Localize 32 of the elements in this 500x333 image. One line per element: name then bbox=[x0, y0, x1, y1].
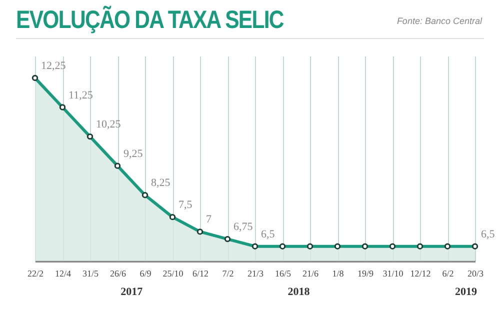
chart-title: EVOLUÇÃO DA TAXA SELIC bbox=[16, 6, 284, 35]
text: 2018 bbox=[288, 286, 310, 298]
x-tick-label: 21/3 bbox=[247, 268, 264, 278]
x-tick-label: 20/3 bbox=[467, 268, 484, 278]
x-tick-label: 16/5 bbox=[274, 268, 292, 278]
data-label: 12,25 bbox=[41, 60, 66, 72]
x-tick-label: 19/9 bbox=[357, 268, 374, 278]
x-tick-label: 12/12 bbox=[410, 268, 431, 278]
data-label: 11,25 bbox=[68, 89, 94, 102]
x-tick-label: 31/10 bbox=[382, 268, 404, 278]
text: 2019 bbox=[455, 286, 477, 298]
data-label: 6,5 bbox=[261, 228, 276, 240]
x-tick-label: 12/4 bbox=[54, 268, 72, 278]
x-tick-label: 21/6 bbox=[302, 268, 319, 278]
x-tick-label: 1/8 bbox=[332, 268, 344, 278]
data-label: 7,5 bbox=[178, 199, 193, 212]
x-tick-label: 7/2 bbox=[222, 268, 234, 278]
x-tick-label: 22/2 bbox=[27, 268, 44, 278]
data-label: 10,25 bbox=[96, 118, 122, 131]
data-label: 7 bbox=[206, 214, 212, 226]
x-tick-label: 6/9 bbox=[140, 268, 152, 278]
x-tick-label: 26/6 bbox=[110, 268, 126, 278]
x-tick-label: 6/12 bbox=[192, 268, 209, 278]
x-tick-label: 6/2 bbox=[442, 268, 454, 278]
source-note: Fonte: Banco Central bbox=[396, 16, 482, 26]
data-label: 9,25 bbox=[124, 148, 144, 160]
x-tick-label: 31/5 bbox=[82, 268, 99, 278]
x-tick-label: 25/10 bbox=[162, 268, 184, 278]
text: 2017 bbox=[120, 286, 143, 298]
data-label: 6,5 bbox=[481, 228, 496, 240]
data-label: 8,25 bbox=[151, 177, 171, 190]
data-label: 6,75 bbox=[234, 221, 254, 234]
